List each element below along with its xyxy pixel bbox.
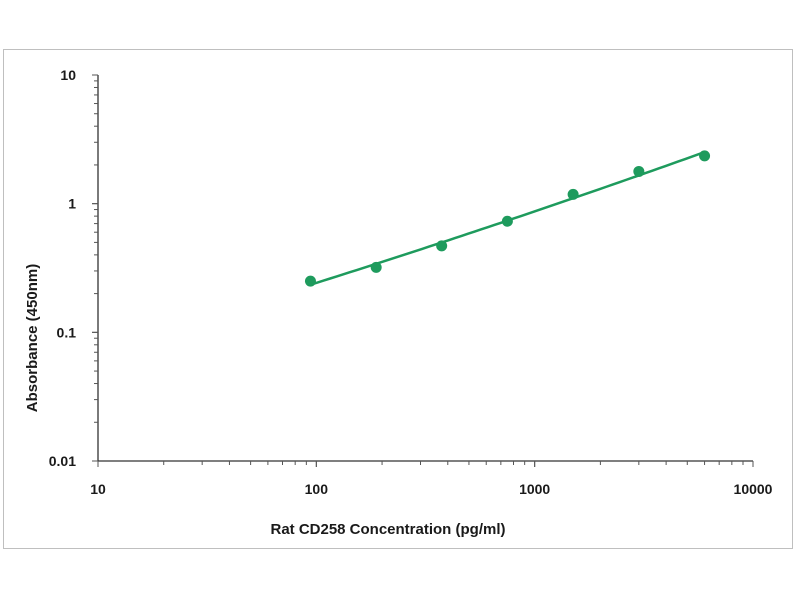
chart-frame: 10 100 1000 10000 0.01 0.1 1 10 Rat CD258 Conc… bbox=[3, 49, 793, 549]
axes bbox=[92, 74, 754, 467]
y-tick-label: 1 bbox=[68, 196, 76, 212]
y-tick-label: 0.1 bbox=[57, 324, 77, 340]
data-point bbox=[699, 150, 711, 162]
x-axis-title: Rat CD258 Concentration (pg/ml) bbox=[270, 521, 505, 538]
data-point bbox=[304, 275, 316, 287]
data-point bbox=[501, 215, 513, 227]
x-tick-labels: 10 100 1000 10000 bbox=[90, 481, 772, 497]
y-tick-label: 10 bbox=[60, 67, 76, 83]
y-axis-title: Absorbance (450nm) bbox=[24, 264, 41, 412]
x-tick-label: 10000 bbox=[734, 481, 773, 497]
data-points bbox=[304, 150, 711, 287]
y-tick-label: 0.01 bbox=[49, 453, 76, 469]
data-point bbox=[370, 261, 382, 273]
data-point bbox=[567, 188, 579, 200]
x-tick-label: 10 bbox=[90, 481, 106, 497]
y-tick-labels: 0.01 0.1 1 10 bbox=[49, 67, 76, 469]
data-point bbox=[633, 165, 645, 177]
data-point bbox=[436, 240, 448, 252]
x-tick-label: 100 bbox=[305, 481, 329, 497]
standard-curve-chart: 10 100 1000 10000 0.01 0.1 1 10 Rat CD258 Conc… bbox=[24, 67, 773, 538]
x-tick-label: 1000 bbox=[519, 481, 550, 497]
